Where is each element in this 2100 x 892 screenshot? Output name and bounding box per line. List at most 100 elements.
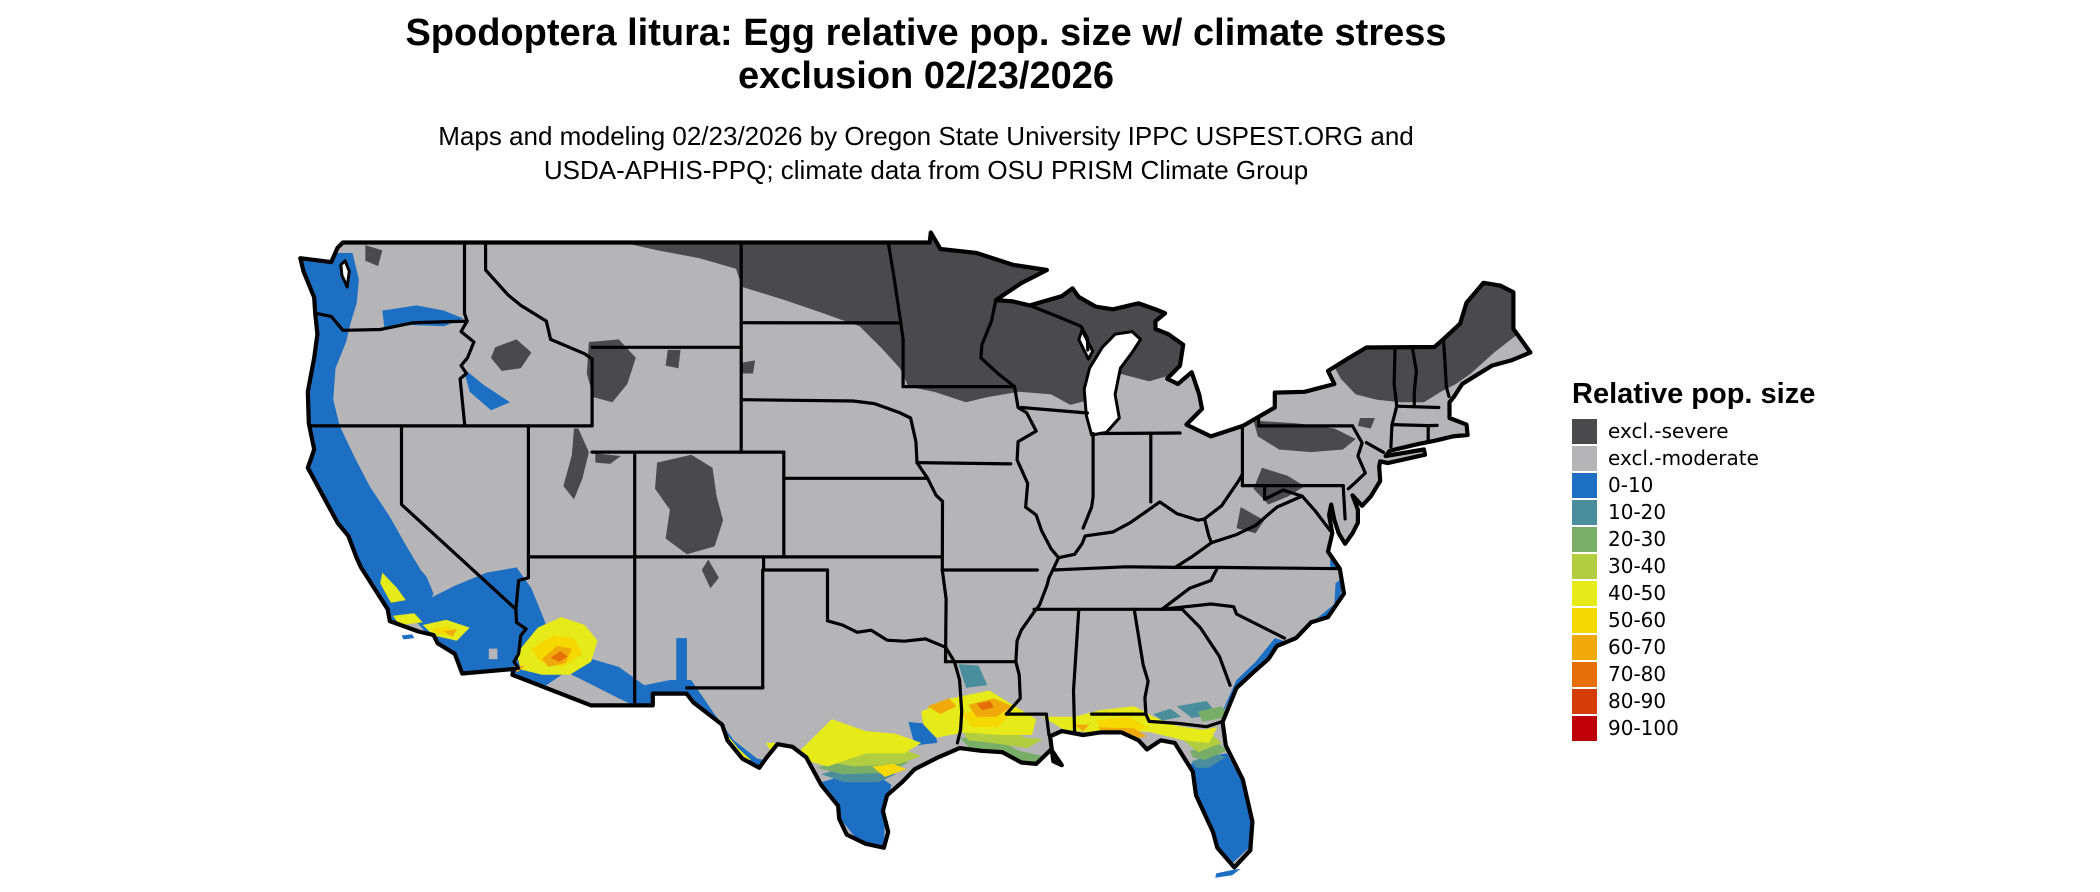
region-north-carolina-coast	[1315, 577, 1343, 620]
region-central-florida-band	[1191, 753, 1226, 768]
region-mobile-coast	[1074, 724, 1090, 732]
region-sangre-de-cristo	[701, 559, 719, 589]
legend-label: excl.-severe	[1608, 419, 1729, 443]
legend-item-r90-100: 90-100	[1572, 715, 1815, 742]
region-rio-grande-valley-nm	[676, 638, 687, 680]
region-florida-peninsula	[1190, 753, 1252, 864]
region-south-texas	[821, 771, 892, 848]
border-wv-va	[1209, 494, 1304, 545]
border-tn-nc	[1160, 565, 1220, 611]
lake-puget-sound	[339, 259, 351, 289]
border-mississippi-river	[1004, 385, 1061, 716]
region-west-virginia-highlands	[1236, 507, 1265, 534]
border-ga-sc	[1180, 607, 1232, 687]
region-snake-river-plain	[463, 368, 511, 411]
region-east-texas-core	[927, 698, 957, 715]
region-colorado-rockies	[655, 454, 724, 555]
border-ky-wv	[1202, 517, 1214, 545]
border-tn-ky	[1051, 565, 1177, 572]
legend-label: 40-50	[1608, 581, 1667, 605]
map-islands	[401, 634, 1241, 878]
border-tx-ar	[944, 645, 956, 664]
legend-item-excl-severe: excl.-severe	[1572, 418, 1815, 445]
border-ms-al	[1071, 607, 1081, 734]
legend-item-excl-moderate: excl.-moderate	[1572, 445, 1815, 472]
legend-item-r0-10: 0-10	[1572, 472, 1815, 499]
legend-label: 50-60	[1608, 608, 1667, 632]
border-nj-ny	[1364, 441, 1385, 454]
region-south-georgia-west	[1153, 708, 1182, 721]
region-socal-inland-west	[393, 613, 423, 625]
border-mi-wi	[1030, 304, 1090, 352]
border-delaware-river	[1346, 424, 1367, 491]
legend-label: 10-20	[1608, 500, 1667, 524]
legend-item-r20-30: 20-30	[1572, 526, 1815, 553]
legend-title: Relative pop. size	[1572, 378, 1816, 410]
legend-items: excl.-severe excl.-moderate 0-10 10-20 20-30…	[1572, 418, 1815, 742]
border-de-md	[1341, 484, 1347, 521]
legend-item-r60-70: 60-70	[1572, 634, 1815, 661]
border-il-in	[1081, 431, 1095, 530]
border-mi-south	[1098, 431, 1182, 436]
lake-lake-michigan	[1082, 330, 1143, 437]
legend-label: 60-70	[1608, 635, 1667, 659]
legend-swatch-r80-90	[1572, 689, 1597, 714]
border-ia-mo	[915, 461, 1013, 466]
region-sierra-nevada	[361, 444, 442, 589]
region-louisiana-hotspot	[976, 701, 994, 711]
border-ar-west	[940, 568, 948, 664]
region-texas-hill-band	[799, 719, 922, 767]
legend-swatch-r50-60	[1572, 608, 1597, 633]
region-bighorn-range	[665, 349, 681, 369]
border-mn-west	[886, 240, 905, 389]
border-nv-ut-az	[514, 424, 530, 611]
legend-item-r80-90: 80-90	[1572, 688, 1815, 715]
region-idaho-sawtooth	[491, 339, 532, 371]
border-va-nc	[1173, 565, 1343, 571]
region-north-cascades	[365, 245, 383, 267]
legend-item-r30-40: 30-40	[1572, 553, 1815, 580]
island-florida-keys	[1215, 868, 1241, 878]
border-ga-fl	[1144, 712, 1225, 729]
border-nc-sc	[1159, 602, 1286, 640]
island-channel-islands	[401, 634, 415, 640]
border-potomac	[1263, 484, 1332, 533]
region-louisiana-marsh	[959, 737, 1056, 767]
legend-swatch-excl-moderate	[1572, 446, 1597, 471]
legend-swatch-excl-severe	[1572, 419, 1597, 444]
border-wi-il	[1019, 405, 1089, 415]
region-arizona-hotspot	[550, 651, 568, 662]
region-socal-speck	[444, 628, 457, 637]
legend-swatch-r30-40	[1572, 554, 1597, 579]
border-ma-vt-nh	[1395, 404, 1441, 410]
legend-swatch-r10-20	[1572, 500, 1597, 525]
region-salton-basin	[488, 648, 498, 660]
region-northeast-highlands	[1332, 273, 1518, 403]
border-vt-nh	[1410, 345, 1418, 409]
legend-item-r50-60: 50-60	[1572, 607, 1815, 634]
region-uinta-range	[595, 453, 621, 464]
title-block: Spodoptera litura: Egg relative pop. siz…	[0, 12, 1852, 188]
border-tx-ok-panhandle	[762, 568, 830, 623]
map-subtitle: Maps and modeling 02/23/2026 by Oregon S…	[438, 121, 1414, 186]
map-state-borders	[307, 240, 1451, 745]
region-yellowstone-rockies	[586, 339, 636, 403]
border-ky-va	[1173, 541, 1214, 569]
legend-swatch-r40-50	[1572, 581, 1597, 606]
legend-label: 20-30	[1608, 527, 1667, 551]
region-black-hills	[740, 360, 756, 374]
legend-label: 0-10	[1608, 473, 1654, 497]
border-or-id	[458, 319, 476, 428]
legend-swatch-r60-70	[1572, 635, 1597, 660]
border-ca-nv	[399, 424, 518, 611]
border-sabine-river	[952, 660, 964, 745]
border-id-mt	[484, 240, 594, 361]
legend: Relative pop. size excl.-severe excl.-mod…	[1572, 378, 1815, 742]
border-colorado-river	[512, 607, 528, 671]
region-wasatch-range	[563, 428, 589, 500]
legend-label: 90-100	[1608, 716, 1679, 740]
border-mn-wi	[979, 298, 1017, 389]
legend-item-r10-20: 10-20	[1572, 499, 1815, 526]
